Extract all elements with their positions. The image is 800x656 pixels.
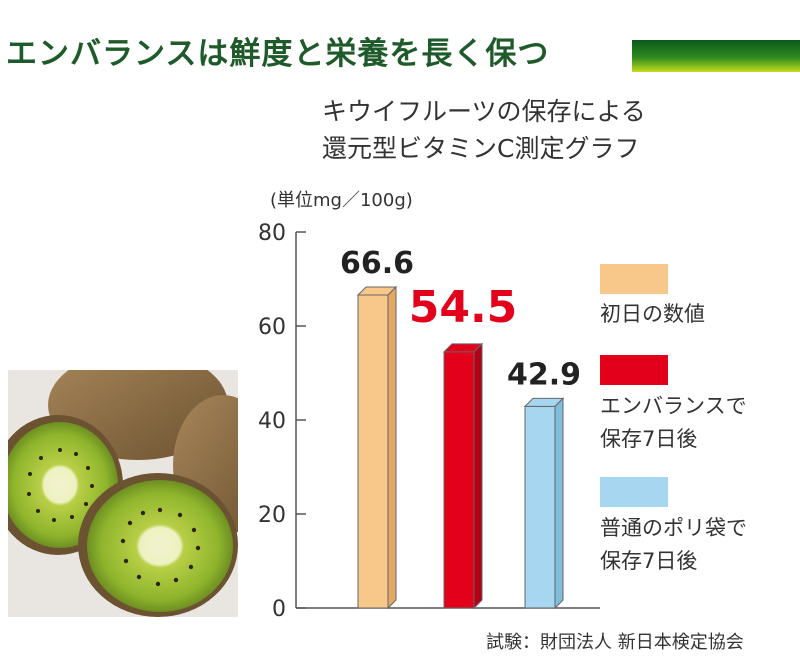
legend-swatch-plastic-bag (600, 477, 668, 507)
bar-side-face (554, 397, 564, 610)
bar-front-face (524, 405, 556, 609)
y-tick-label: 0 (272, 597, 286, 622)
y-tick-label: 20 (258, 503, 286, 528)
kiwi-photo (8, 370, 238, 617)
chart-title-line-1: キウイフルーツの保存による (322, 97, 646, 126)
y-axis-unit: (単位mg／100g) (270, 190, 413, 211)
y-tick-label: 60 (258, 315, 286, 340)
bar-front-face (443, 351, 475, 609)
source-note: 試験：財団法人 新日本検定協会 (486, 632, 744, 653)
headline-accent-bar (632, 40, 800, 72)
bar-value-label: 42.9 (507, 357, 581, 392)
legend-swatch-enbalance (600, 355, 668, 385)
legend-label-initial: 初日の数値 (600, 302, 705, 326)
chart-title: キウイフルーツの保存による 還元型ビタミンC測定グラフ (322, 93, 646, 167)
headline: エンバランスは鮮度と栄養を長く保つ (6, 36, 550, 72)
bar-side-face (387, 285, 397, 610)
bar-2: 54.5 (409, 282, 518, 610)
bar-value-label: 54.5 (409, 282, 518, 333)
bar-front-face (357, 294, 389, 609)
legend-swatch-initial (600, 264, 668, 294)
legend-label-enbalance: エンバランスで 保存7日後 (600, 394, 747, 451)
y-tick-label: 80 (258, 221, 286, 246)
bar-1: 66.6 (340, 246, 414, 610)
bar-value-label: 66.6 (340, 246, 414, 281)
bar-side-face (473, 342, 483, 610)
legend-label-plastic-bag: 普通のポリ袋で 保存7日後 (600, 516, 747, 573)
y-tick-label: 40 (258, 409, 286, 434)
chart-title-line-2: 還元型ビタミンC測定グラフ (322, 134, 640, 163)
bar-3: 42.9 (507, 357, 581, 610)
